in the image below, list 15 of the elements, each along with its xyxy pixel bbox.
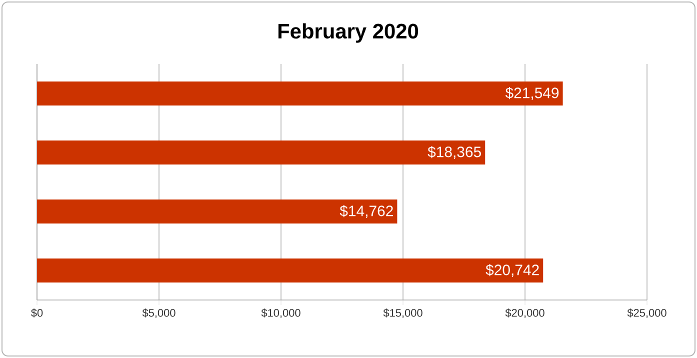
data-label: $21,549 — [505, 87, 559, 100]
bar — [37, 258, 544, 283]
x-tick-label: $10,000 — [261, 308, 300, 318]
data-label: $20,742 — [486, 264, 539, 277]
chart-title: February 2020 — [278, 23, 418, 43]
data-label: $18,365 — [428, 146, 481, 159]
x-tick-label: $20,000 — [505, 308, 544, 318]
x-tick-label: $0 — [31, 308, 43, 318]
x-tick-label: $15,000 — [383, 308, 422, 318]
data-label: $14,762 — [340, 205, 393, 218]
x-tick-label: $25,000 — [627, 308, 666, 318]
x-tick-label: $5,000 — [142, 308, 176, 318]
bar — [37, 200, 398, 224]
bar — [37, 140, 486, 164]
bar — [37, 82, 563, 106]
